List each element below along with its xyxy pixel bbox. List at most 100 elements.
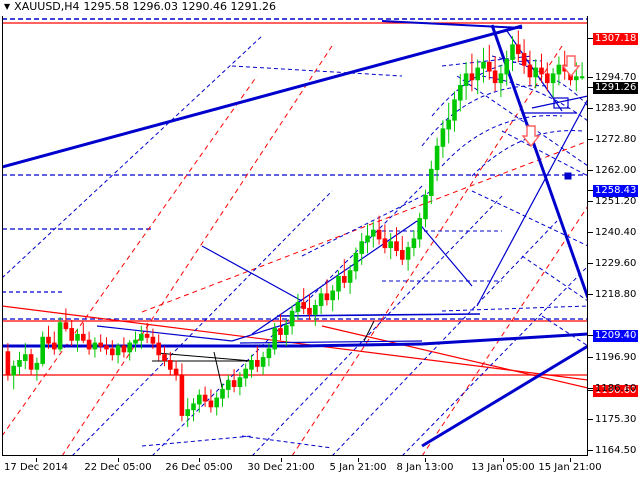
candle-body bbox=[417, 218, 422, 240]
candle-body bbox=[324, 293, 330, 301]
ohlc-values: 1295.58 1296.03 1290.46 1291.26 bbox=[83, 0, 276, 13]
candle-body bbox=[52, 342, 57, 350]
candle-body bbox=[307, 307, 312, 315]
price-tick-mark bbox=[588, 190, 593, 191]
candle-body bbox=[17, 360, 22, 367]
red-dashed-rising-4 bbox=[421, 205, 588, 456]
major-ascending-trendline bbox=[2, 24, 523, 169]
candle-body bbox=[353, 252, 359, 272]
horizontal-levels bbox=[2, 18, 588, 376]
candle-body bbox=[521, 53, 527, 66]
blue-anchor-point bbox=[564, 172, 572, 180]
sell-arrow-1[interactable] bbox=[521, 125, 541, 148]
price-label-tick: 1186.10 bbox=[595, 383, 637, 394]
candle-body bbox=[458, 85, 463, 101]
candle-body bbox=[69, 328, 75, 341]
time-label: 22 Dec 05:00 bbox=[84, 462, 152, 473]
candle-body bbox=[57, 322, 63, 350]
candle-body bbox=[423, 195, 428, 220]
candle-body bbox=[75, 333, 80, 341]
candle-body bbox=[144, 333, 150, 338]
price-tick-mark bbox=[588, 390, 593, 391]
candle-body bbox=[260, 357, 266, 367]
price-tick-mark bbox=[588, 38, 593, 39]
price-label-tick: 1294.70 bbox=[595, 72, 637, 83]
price-tick-mark bbox=[588, 77, 593, 78]
price-label-tick: 1229.60 bbox=[595, 258, 637, 269]
price-tick-mark bbox=[588, 357, 593, 358]
red-dashed-falling-1 bbox=[141, 140, 588, 313]
time-tick-mark bbox=[358, 458, 359, 462]
candle-body bbox=[249, 360, 254, 370]
candle-body bbox=[272, 328, 277, 350]
candle-body bbox=[139, 333, 144, 341]
candle-body bbox=[405, 247, 411, 260]
price-tick-mark bbox=[588, 388, 593, 389]
time-tick-mark bbox=[199, 458, 200, 462]
price-label-tick: 1251.20 bbox=[595, 196, 637, 207]
candle-body bbox=[168, 360, 173, 370]
price-tick-mark bbox=[588, 419, 593, 420]
candle-body bbox=[527, 64, 533, 78]
price-axis[interactable]: 1307.18 1294.70 1291.26 1283.90 1272.80 1262.… bbox=[588, 16, 640, 456]
candle-body bbox=[347, 270, 353, 283]
candle-body bbox=[278, 328, 283, 335]
blue-trendlines bbox=[2, 20, 588, 448]
chart-canvas bbox=[2, 16, 588, 456]
blue-horizontal-support-b bbox=[301, 342, 423, 348]
time-label: 8 Jan 13:00 bbox=[396, 462, 454, 473]
candle-body bbox=[440, 128, 446, 147]
price-tick-mark bbox=[588, 263, 593, 264]
blue-dashed-structures bbox=[2, 35, 588, 456]
candle-body bbox=[266, 348, 272, 359]
blue-thin-triangle-base bbox=[239, 340, 423, 344]
time-tick-mark bbox=[425, 458, 426, 462]
time-tick-mark bbox=[118, 458, 119, 462]
time-tick-mark bbox=[503, 458, 504, 462]
symbol-label: XAUUSD,H4 bbox=[14, 0, 80, 13]
time-label: 30 Dec 21:00 bbox=[247, 462, 315, 473]
candle-body bbox=[34, 362, 40, 370]
candle-body bbox=[115, 345, 121, 356]
time-tick-mark bbox=[281, 458, 282, 462]
chart-plot-area[interactable]: RoboForex - MetaTrader 4, © 2001-2014, M… bbox=[2, 16, 588, 456]
blue-thin-triangle-side bbox=[231, 321, 293, 342]
candle-body bbox=[110, 348, 115, 356]
candle-body bbox=[492, 70, 498, 84]
price-tick-mark bbox=[588, 87, 593, 88]
candle-body bbox=[98, 342, 104, 347]
time-axis[interactable]: 17 Dec 2014 22 Dec 05:00 26 Dec 05:00 30 De… bbox=[0, 458, 640, 480]
candle-body bbox=[150, 336, 156, 344]
candle-body bbox=[510, 44, 515, 60]
candle-body bbox=[342, 276, 347, 283]
candle-body bbox=[86, 339, 92, 350]
red-descending-trendline bbox=[2, 305, 588, 381]
candle-body bbox=[411, 238, 417, 249]
candle-body bbox=[243, 368, 248, 379]
candle-body bbox=[487, 61, 492, 72]
candle-body bbox=[214, 397, 219, 408]
candle-body bbox=[359, 241, 364, 254]
chart-header: ▼ XAUUSD,H4 1295.58 1296.03 1290.46 1291… bbox=[0, 0, 640, 14]
candle-body bbox=[452, 99, 457, 121]
chevron-down-icon[interactable]: ▼ bbox=[4, 2, 11, 11]
price-label-tick: 1272.80 bbox=[595, 134, 637, 145]
signal-markers bbox=[521, 55, 581, 148]
candle-body bbox=[545, 73, 550, 84]
price-label-tick: 1283.90 bbox=[595, 103, 637, 114]
sell-arrow-2[interactable] bbox=[561, 55, 581, 78]
price-label-resistance-level: 1307.18 bbox=[593, 33, 639, 45]
candle-body bbox=[173, 368, 179, 376]
price-label-tick: 1240.40 bbox=[595, 227, 637, 238]
candle-body bbox=[295, 302, 301, 312]
candle-body bbox=[533, 67, 539, 78]
price-label-support-level-2: 1190.60 bbox=[593, 385, 639, 397]
price-tick-mark bbox=[588, 294, 593, 295]
candle-body bbox=[336, 276, 341, 292]
red-dashed-rising-2 bbox=[2, 75, 258, 437]
price-label-tick: 1175.30 bbox=[595, 414, 637, 425]
candle-body bbox=[5, 351, 11, 376]
candle-body bbox=[388, 241, 393, 249]
price-tick-mark bbox=[588, 450, 593, 451]
